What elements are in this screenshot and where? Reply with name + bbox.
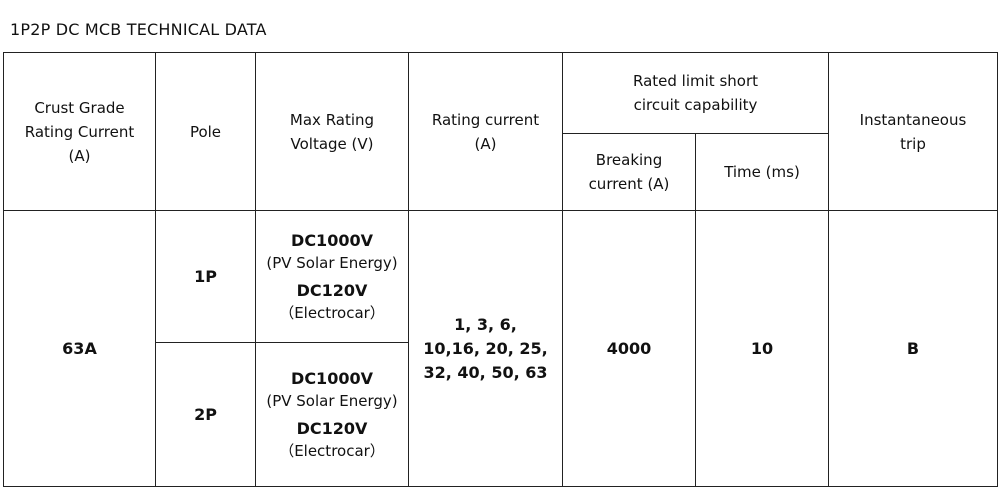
header-cell: Rating current (A)	[408, 52, 563, 211]
header-cell: Crust Grade Rating Current (A)	[3, 52, 156, 211]
header-text: Pole	[189, 122, 222, 141]
header-row: Crust Grade Rating Current (A) Pole Max …	[3, 52, 998, 211]
doc-title: 1P2P DC MCB TECHNICAL DATA	[10, 20, 267, 39]
header-cell: Max Rating Voltage (V)	[255, 52, 409, 211]
spec-table: Crust Grade Rating Current (A) Pole Max …	[3, 52, 998, 487]
voltage-note: (PV Solar Energy)	[266, 391, 398, 410]
header-text: Time (ms)	[724, 163, 800, 181]
cell: DC1000V (PV Solar Energy) DC120V （Electr…	[255, 210, 409, 343]
header-text: (A)	[474, 134, 497, 153]
cell: 2P	[155, 342, 256, 487]
cell: B	[828, 210, 998, 487]
voltage: DC120V	[296, 418, 368, 438]
header-cell: Rated limit short circuit capability	[562, 52, 829, 134]
voltage-note: (PV Solar Energy)	[266, 253, 398, 272]
header-text: trip	[900, 134, 926, 153]
rating-line: 10,16, 20, 25,	[423, 338, 548, 358]
voltage: DC120V	[296, 280, 368, 300]
header-cell: Breaking current (A)	[562, 133, 696, 211]
cell: 1, 3, 6, 10,16, 20, 25, 32, 40, 50, 63	[408, 210, 563, 487]
header-text: Max Rating	[289, 110, 375, 129]
header-row: Breaking current (A) Time (ms)	[4, 133, 998, 211]
header-cell: Instantaneous trip	[828, 52, 998, 211]
header-text: Rating Current	[24, 122, 135, 141]
body-row: 63A 1P DC1000V (PV Solar Energy) DC120V …	[3, 210, 998, 487]
voltage-note: （Electrocar）	[279, 303, 385, 322]
cell: 63A	[3, 210, 156, 487]
voltage-note: （Electrocar）	[279, 441, 385, 460]
header-text: current (A)	[588, 175, 670, 193]
header-text: Instantaneous	[859, 110, 967, 129]
rating-line: 1, 3, 6,	[454, 314, 517, 334]
header-text: Voltage (V)	[290, 134, 374, 153]
cell: 4000	[562, 210, 696, 487]
rating-line: 32, 40, 50, 63	[423, 362, 548, 382]
voltage: DC1000V	[291, 230, 373, 250]
header-text: Crust Grade	[34, 98, 125, 117]
cell: 1P	[155, 210, 256, 343]
header-text: Rated limit short	[633, 72, 758, 90]
header-text: Breaking	[595, 151, 663, 169]
header-text: circuit capability	[633, 96, 758, 114]
header-text: Rating current	[431, 110, 540, 129]
body-row: 2P DC1000V (PV Solar Energy) DC120V （Ele…	[4, 342, 998, 487]
voltage: DC1000V	[291, 368, 373, 388]
header-cell: Time (ms)	[695, 133, 829, 211]
header-cell: Pole	[155, 52, 256, 211]
header-text: (A)	[68, 146, 91, 165]
cell: 10	[695, 210, 829, 487]
cell: DC1000V (PV Solar Energy) DC120V （Electr…	[255, 342, 409, 487]
